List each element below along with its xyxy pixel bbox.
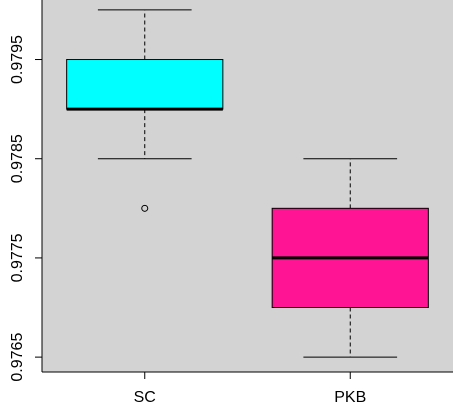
x-tick-label: SC <box>134 389 156 406</box>
box-group-pkb <box>271 158 429 358</box>
plot-background <box>42 0 453 372</box>
y-tick-label: 0.9795 <box>9 35 26 84</box>
x-tick-label: PKB <box>334 389 366 406</box>
y-tick-label: 0.9775 <box>9 233 26 282</box>
y-axis-ticks: 0.9765 0.9775 0.9785 0.9795 <box>9 35 42 382</box>
box-group-sc <box>66 9 224 212</box>
outlier-point-sc-0 <box>141 204 149 212</box>
y-tick-label: 0.9785 <box>9 134 26 183</box>
box-sc <box>66 59 224 110</box>
y-tick-label: 0.9765 <box>9 333 26 382</box>
x-axis-labels: SC PKB <box>134 372 366 406</box>
box-marks <box>66 9 429 358</box>
